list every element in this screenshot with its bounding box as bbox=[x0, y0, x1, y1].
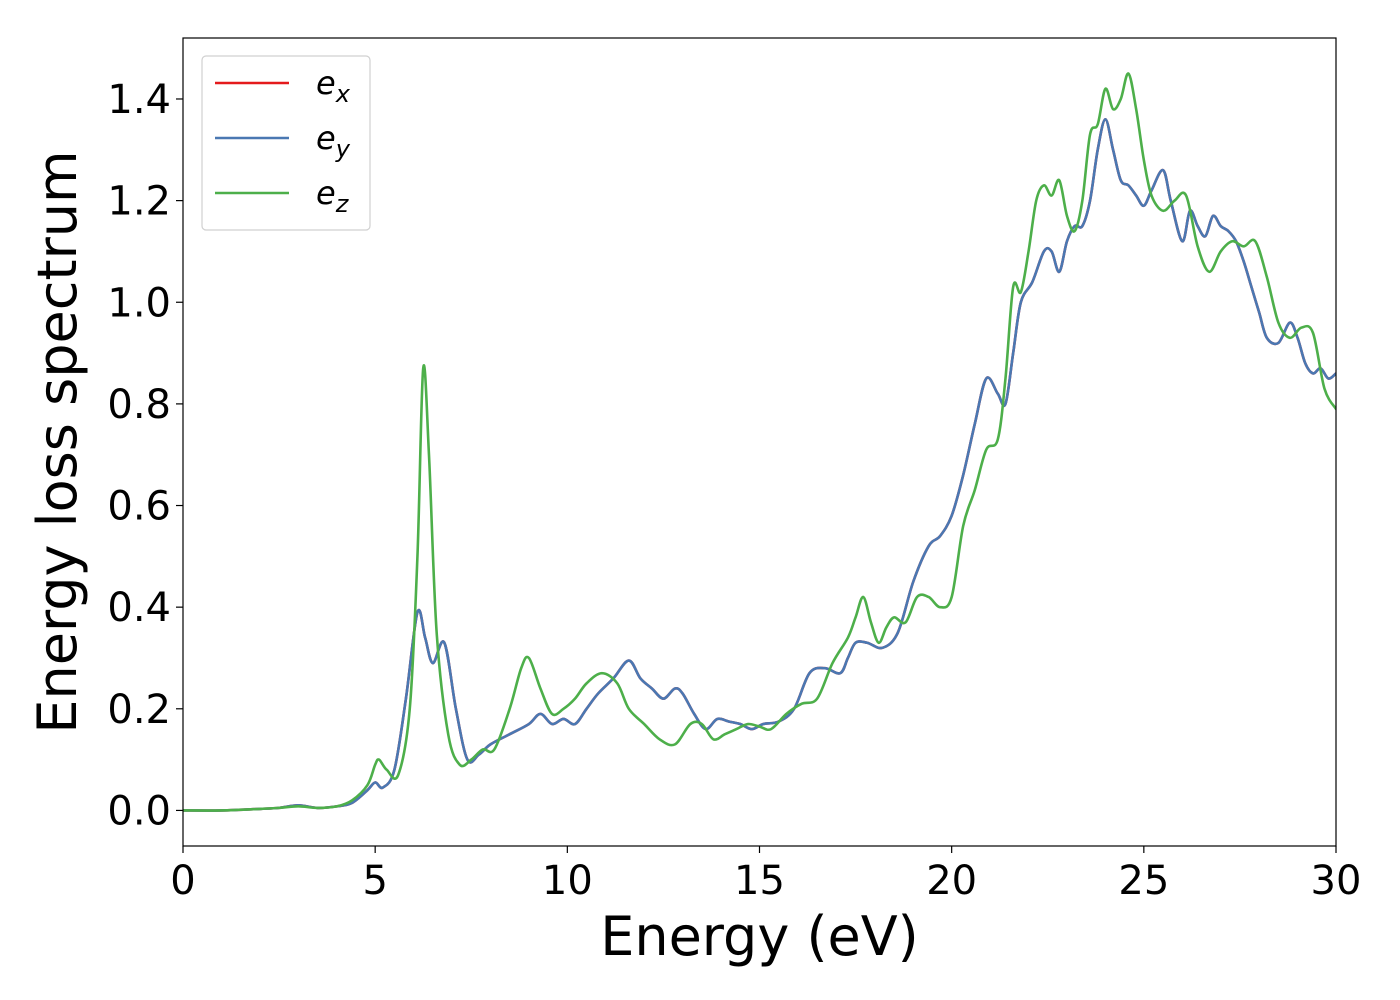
x-tick-label: 10 bbox=[542, 858, 593, 904]
x-axis-title: Energy (eV) bbox=[600, 905, 919, 968]
y-tick-label: 0.4 bbox=[107, 585, 171, 631]
legend-label-subscript: y bbox=[335, 135, 351, 163]
series-line-e-y bbox=[183, 118, 1336, 812]
plot-area bbox=[183, 38, 1336, 846]
legend-label-base: e bbox=[316, 119, 336, 157]
legend-label-x: ex bbox=[316, 64, 351, 108]
legend-label-z: ez bbox=[316, 174, 350, 218]
y-tick-label: 1.0 bbox=[107, 280, 171, 326]
x-tick-label: 0 bbox=[170, 858, 195, 904]
legend-label-y: ey bbox=[316, 119, 351, 163]
series-line-e-z bbox=[183, 72, 1336, 812]
y-axis-ticks: 0.0 0.2 0.4 0.6 0.8 1.0 1.2 1.4 bbox=[107, 77, 183, 834]
legend-box bbox=[201, 55, 371, 231]
x-axis-ticks: 0 5 10 15 20 25 30 bbox=[170, 846, 1361, 904]
y-tick-label: 1.4 bbox=[107, 77, 171, 123]
y-tick-label: 0.0 bbox=[107, 788, 171, 834]
legend-label-base: e bbox=[316, 64, 336, 102]
x-tick-label: 15 bbox=[734, 858, 785, 904]
y-tick-label: 0.8 bbox=[107, 382, 171, 428]
y-tick-label: 0.2 bbox=[107, 687, 171, 733]
legend-label-subscript: x bbox=[335, 80, 351, 108]
x-tick-label: 5 bbox=[362, 858, 387, 904]
y-tick-label: 0.6 bbox=[107, 484, 171, 530]
series-lines bbox=[183, 72, 1336, 812]
legend-label-base: e bbox=[316, 174, 336, 212]
x-tick-label: 30 bbox=[1311, 858, 1362, 904]
x-tick-label: 25 bbox=[1118, 858, 1169, 904]
y-axis-title: Energy loss spectrum bbox=[26, 150, 89, 733]
x-tick-label: 20 bbox=[926, 858, 977, 904]
y-tick-label: 1.2 bbox=[107, 179, 171, 225]
legend-label-subscript: z bbox=[335, 190, 350, 218]
